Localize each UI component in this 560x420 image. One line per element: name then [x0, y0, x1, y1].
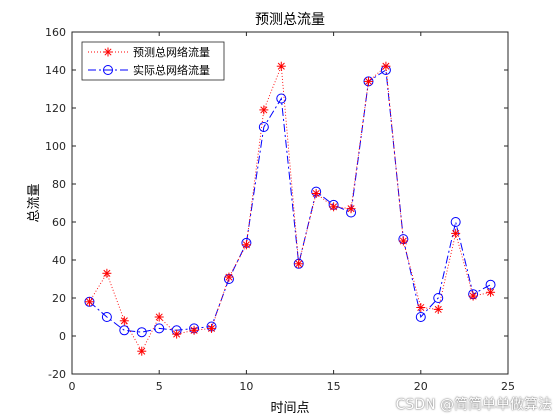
data-point-1-3 [136, 327, 147, 338]
data-point-0-12 [294, 259, 304, 269]
x-tick-label: 25 [501, 380, 515, 393]
legend-marker-actual [103, 65, 113, 75]
data-point-0-20 [433, 304, 443, 314]
y-tick-label: 20 [52, 292, 66, 305]
data-point-0-16 [363, 76, 373, 86]
data-point-0-15 [346, 204, 356, 214]
x-tick-label: 20 [414, 380, 428, 393]
data-point-0-1 [102, 268, 112, 278]
data-point-0-4 [154, 312, 164, 322]
y-tick-label: 80 [52, 178, 66, 191]
y-tick-label: 60 [52, 216, 66, 229]
data-point-0-0 [84, 297, 94, 307]
data-point-0-13 [311, 189, 321, 198]
y-tick-label: 40 [52, 254, 66, 267]
data-point-0-18 [398, 236, 408, 246]
series-layer [84, 61, 496, 356]
data-point-1-10 [258, 122, 269, 132]
data-point-0-5 [172, 329, 182, 339]
x-axis-label: 时间点 [270, 401, 309, 416]
data-point-1-20 [433, 293, 444, 303]
data-point-0-8 [224, 272, 234, 282]
data-point-0-2 [119, 316, 129, 326]
data-point-0-14 [329, 202, 339, 212]
data-point-1-21 [450, 217, 461, 227]
x-tick-label: 5 [156, 380, 163, 393]
legend-label-actual: 实际总网络流量 [133, 63, 210, 77]
data-point-0-22 [468, 291, 478, 301]
chart-title: 预测总流量 [255, 12, 325, 28]
y-axis-label: 总流量 [27, 183, 42, 222]
y-tick-label: 120 [45, 102, 66, 115]
data-point-0-3 [137, 346, 147, 356]
y-tick-label: 0 [59, 330, 66, 343]
y-tick-label: 140 [45, 64, 66, 77]
y-tick-label: -20 [48, 368, 66, 381]
data-point-0-6 [189, 325, 199, 335]
data-point-1-1 [101, 312, 112, 322]
data-point-0-10 [259, 105, 269, 115]
data-point-1-11 [276, 93, 287, 104]
data-point-1-2 [119, 325, 130, 336]
x-axis: 0 5 10 15 20 25 [69, 32, 515, 393]
legend-marker-glyph-1 [103, 65, 113, 75]
y-axis: -20 0 20 40 60 80 100 120 140 160 [45, 26, 508, 381]
data-point-0-9 [241, 240, 251, 250]
x-tick-label: 15 [327, 380, 341, 393]
x-tick-label: 0 [69, 380, 76, 393]
data-point-1-19 [415, 312, 426, 322]
x-tick-label: 10 [239, 380, 253, 393]
legend: 预测总网络流量 实际总网络流量 [81, 41, 225, 81]
legend-marker-predicted [103, 47, 113, 57]
data-point-0-7 [207, 323, 217, 333]
data-point-0-17 [381, 61, 391, 71]
data-point-0-21 [451, 228, 461, 238]
legend-label-predicted: 预测总网络流量 [133, 45, 210, 59]
y-tick-label: 100 [45, 140, 66, 153]
data-point-0-19 [416, 303, 426, 312]
data-point-0-23 [486, 287, 496, 297]
watermark: CSDN @简简单单做算法 [395, 397, 552, 413]
y-tick-label: 160 [45, 26, 66, 39]
data-point-1-4 [154, 323, 165, 334]
plot-frame [71, 31, 509, 375]
data-point-0-11 [276, 61, 286, 71]
legend-marker-glyph-0 [103, 47, 113, 57]
